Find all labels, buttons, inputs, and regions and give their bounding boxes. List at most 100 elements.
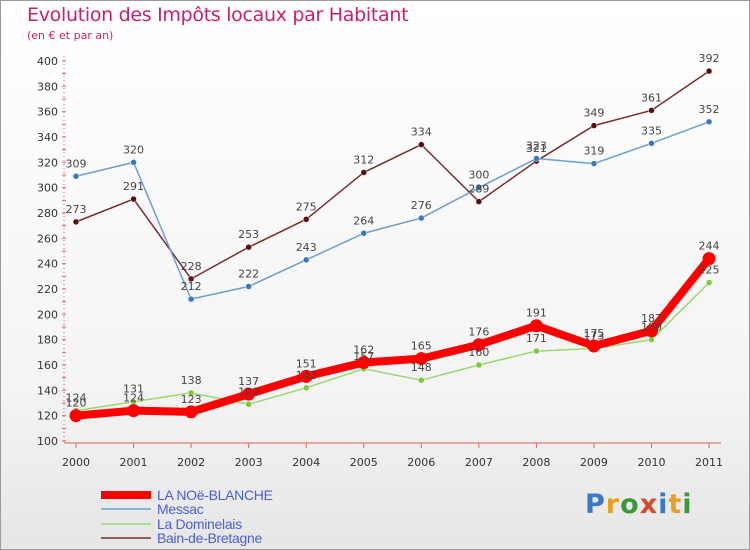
series-line-la-no-blanche bbox=[72, 254, 714, 420]
x-tick-label: 2008 bbox=[522, 456, 550, 469]
y-tick-label: 340 bbox=[37, 131, 58, 144]
data-point bbox=[245, 283, 252, 290]
data-label: 176 bbox=[468, 326, 489, 339]
data-point bbox=[127, 404, 141, 418]
data-label: 180 bbox=[641, 321, 662, 334]
legend-item-la-dominelais: La Dominelais bbox=[101, 516, 242, 532]
data-label: 148 bbox=[411, 361, 432, 374]
data-point bbox=[533, 347, 540, 355]
logo-letter: o bbox=[620, 489, 640, 520]
data-point bbox=[705, 118, 713, 126]
y-tick-label: 180 bbox=[37, 334, 58, 347]
y-tick-label: 300 bbox=[37, 182, 58, 195]
series-line-messac bbox=[75, 121, 710, 300]
chart-subtitle: (en € et par an) bbox=[27, 29, 114, 42]
data-point bbox=[529, 319, 543, 333]
data-label: 334 bbox=[411, 126, 432, 139]
data-point bbox=[187, 295, 195, 303]
data-label: 320 bbox=[123, 143, 144, 156]
x-tick-label: 2007 bbox=[465, 456, 493, 469]
y-tick-label: 160 bbox=[37, 359, 58, 372]
y-tick-label: 120 bbox=[37, 410, 58, 423]
data-point bbox=[130, 159, 137, 166]
chart-title: Evolution des Impôts locaux par Habitant bbox=[27, 4, 409, 26]
data-point bbox=[648, 107, 655, 114]
legend-swatch-la-dominelais bbox=[101, 523, 151, 525]
data-point bbox=[72, 218, 80, 226]
data-point bbox=[648, 140, 655, 147]
y-tick-label: 240 bbox=[37, 258, 58, 271]
data-label: 321 bbox=[526, 142, 547, 155]
data-point bbox=[302, 216, 310, 223]
legend-item-la-noe-blanche: LA NOë-BLANCHE bbox=[101, 487, 273, 503]
data-point bbox=[242, 387, 256, 401]
y-tick-label: 380 bbox=[37, 80, 58, 93]
data-point bbox=[187, 275, 195, 283]
data-point bbox=[702, 252, 716, 266]
x-tick-label: 2002 bbox=[177, 456, 205, 469]
data-point bbox=[475, 184, 483, 191]
x-tick-label: 2004 bbox=[292, 456, 320, 469]
logo-letter: t bbox=[668, 489, 683, 520]
data-point bbox=[245, 401, 252, 408]
data-label: 171 bbox=[526, 332, 547, 345]
data-label: 124 bbox=[123, 392, 144, 405]
data-point bbox=[587, 339, 601, 353]
data-label: 392 bbox=[699, 52, 720, 65]
data-label: 123 bbox=[181, 393, 202, 406]
data-label: 243 bbox=[296, 241, 317, 254]
data-label: 131 bbox=[123, 383, 144, 396]
y-tick-label: 220 bbox=[37, 283, 58, 296]
data-label: 361 bbox=[641, 91, 662, 104]
data-label: 319 bbox=[583, 145, 604, 158]
data-point bbox=[360, 230, 367, 237]
y-tick-label: 200 bbox=[37, 308, 58, 321]
legend-label-messac: Messac bbox=[157, 501, 204, 517]
x-tick-label: 2010 bbox=[638, 456, 666, 469]
legend-swatch-bain-de-bretagne bbox=[101, 537, 151, 539]
data-label: 312 bbox=[353, 153, 374, 166]
data-label: 142 bbox=[296, 369, 317, 382]
logo-letter: i bbox=[682, 489, 693, 520]
proxiti-logo: Proxiti bbox=[585, 489, 693, 520]
data-label: 173 bbox=[583, 330, 604, 343]
data-point bbox=[590, 122, 598, 129]
data-point bbox=[418, 376, 425, 384]
data-label: 124 bbox=[66, 392, 87, 405]
data-point bbox=[302, 256, 310, 264]
data-point bbox=[302, 384, 310, 392]
data-label: 151 bbox=[296, 357, 317, 370]
logo-letter: P bbox=[585, 489, 606, 520]
data-point bbox=[475, 198, 483, 205]
data-label: 191 bbox=[526, 307, 547, 320]
logo-letter: r bbox=[605, 489, 621, 520]
data-point bbox=[187, 389, 195, 397]
x-tick-label: 2006 bbox=[407, 456, 435, 469]
data-point bbox=[472, 338, 486, 352]
data-label: 244 bbox=[699, 240, 720, 253]
legend-item-messac: Messac bbox=[101, 501, 204, 517]
data-point bbox=[648, 336, 655, 343]
legend-swatch-messac bbox=[101, 508, 151, 510]
series-line-la-dominelais bbox=[75, 281, 710, 412]
data-point bbox=[299, 369, 313, 383]
data-label: 275 bbox=[296, 200, 317, 213]
data-label: 300 bbox=[468, 169, 489, 182]
data-point bbox=[705, 279, 713, 286]
series-line-bain-de-bretagne bbox=[75, 70, 710, 280]
data-point bbox=[590, 160, 598, 167]
data-label: 289 bbox=[468, 183, 489, 196]
data-label: 212 bbox=[181, 280, 202, 293]
data-label: 165 bbox=[411, 340, 432, 353]
data-label: 222 bbox=[238, 267, 259, 280]
data-label: 276 bbox=[411, 199, 432, 212]
data-label: 323 bbox=[526, 140, 547, 153]
data-point bbox=[418, 141, 425, 148]
legend-swatch-la-noe-blanche bbox=[101, 491, 151, 499]
y-tick-label: 400 bbox=[37, 55, 58, 68]
data-label: 273 bbox=[66, 203, 87, 216]
data-label: 187 bbox=[641, 312, 662, 325]
x-tick-label: 2003 bbox=[235, 456, 263, 469]
